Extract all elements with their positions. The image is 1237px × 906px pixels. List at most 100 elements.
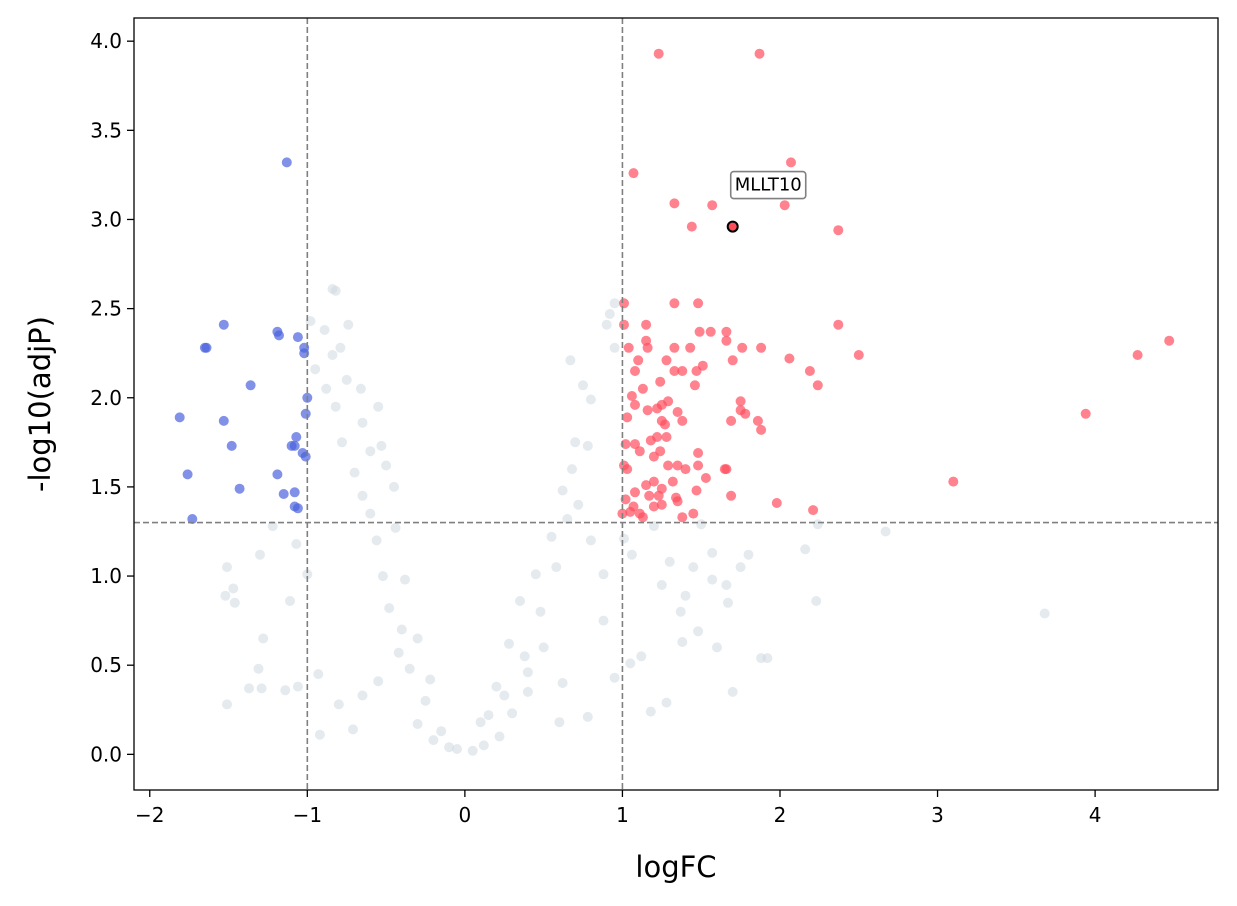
- point-up: [677, 512, 688, 523]
- point-ns: [573, 499, 584, 510]
- point-ns: [645, 706, 656, 717]
- point-ns: [292, 681, 303, 692]
- y-tick-label: 2.0: [90, 386, 122, 410]
- point-up: [705, 326, 716, 337]
- point-ns: [535, 606, 546, 617]
- point-ns: [376, 440, 387, 451]
- point-ns: [688, 562, 699, 573]
- point-ns: [519, 651, 530, 662]
- point-up: [688, 508, 699, 519]
- point-ns: [404, 663, 415, 674]
- point-up: [833, 225, 844, 236]
- point-up: [652, 432, 663, 442]
- point-ns: [743, 549, 754, 560]
- point-ns: [585, 535, 596, 546]
- point-up: [677, 366, 688, 376]
- point-ns: [483, 710, 494, 721]
- point-ns: [330, 401, 341, 412]
- point-ns: [565, 355, 576, 366]
- point-down: [292, 332, 303, 343]
- point-ns: [661, 697, 672, 708]
- point-up: [630, 366, 640, 376]
- point-ns: [390, 522, 401, 533]
- point-ns: [812, 519, 823, 530]
- point-ns: [365, 508, 376, 519]
- point-ns: [625, 658, 636, 669]
- point-ns: [499, 690, 510, 701]
- point-up: [771, 498, 782, 508]
- point-ns: [762, 653, 773, 664]
- point-down: [174, 412, 185, 423]
- point-down: [226, 440, 237, 451]
- point-ns: [570, 437, 581, 448]
- point-up: [642, 342, 653, 353]
- y-tick-label: 1.0: [90, 564, 122, 588]
- point-up: [637, 512, 648, 523]
- point-up: [677, 415, 688, 426]
- point-up: [686, 221, 697, 232]
- point-ns: [478, 740, 489, 751]
- point-ns: [425, 674, 436, 685]
- point-ns: [357, 690, 368, 701]
- point-up: [653, 48, 664, 59]
- point-ns: [585, 394, 596, 405]
- highlighted-point: [726, 220, 739, 233]
- point-ns: [494, 731, 505, 742]
- point-up: [630, 399, 640, 410]
- point-ns: [428, 735, 439, 746]
- point-ns: [330, 285, 341, 296]
- point-up: [752, 415, 763, 426]
- point-ns: [800, 544, 811, 555]
- x-axis-title: logFC: [635, 850, 716, 884]
- point-ns: [648, 521, 659, 532]
- point-ns: [357, 490, 368, 501]
- point-ns: [436, 726, 447, 737]
- point-ns: [341, 374, 352, 385]
- x-tick-label: 2: [774, 803, 787, 827]
- point-up: [630, 439, 640, 450]
- point-down: [300, 408, 311, 419]
- point-ns: [220, 590, 231, 601]
- point-down: [291, 432, 302, 442]
- point-ns: [598, 569, 609, 580]
- point-up: [644, 490, 655, 501]
- point-ns: [675, 606, 686, 617]
- point-up: [669, 298, 680, 309]
- point-ns: [609, 298, 620, 309]
- point-up: [642, 405, 653, 416]
- x-tick-label: 0: [459, 803, 472, 827]
- point-up: [648, 476, 659, 487]
- point-up: [661, 432, 672, 442]
- point-ns: [222, 562, 232, 573]
- point-ns: [626, 549, 637, 560]
- point-up: [756, 342, 767, 353]
- point-ns: [598, 615, 609, 626]
- point-up: [808, 505, 819, 516]
- point-up: [740, 408, 751, 419]
- plot-background: [134, 18, 1218, 790]
- point-ns: [400, 574, 410, 585]
- point-ns: [412, 633, 423, 644]
- point-up: [693, 460, 704, 471]
- point-up: [685, 342, 696, 353]
- point-up: [721, 464, 732, 475]
- point-up: [672, 496, 683, 507]
- point-ns: [619, 533, 629, 544]
- point-up: [628, 168, 639, 179]
- point-up: [626, 391, 637, 401]
- point-ns: [522, 667, 533, 678]
- highlight-label: MLLT10: [735, 175, 802, 196]
- point-ns: [557, 678, 568, 688]
- point-up: [1132, 350, 1143, 360]
- x-tick-label: −1: [293, 803, 322, 827]
- point-ns: [321, 383, 332, 394]
- point-up: [630, 487, 640, 498]
- point-ns: [384, 603, 395, 614]
- point-ns: [420, 695, 431, 706]
- point-ns: [349, 467, 360, 478]
- point-up: [694, 326, 705, 337]
- point-up: [693, 298, 704, 309]
- point-ns: [222, 699, 232, 710]
- point-down: [292, 503, 303, 514]
- point-up: [680, 464, 691, 475]
